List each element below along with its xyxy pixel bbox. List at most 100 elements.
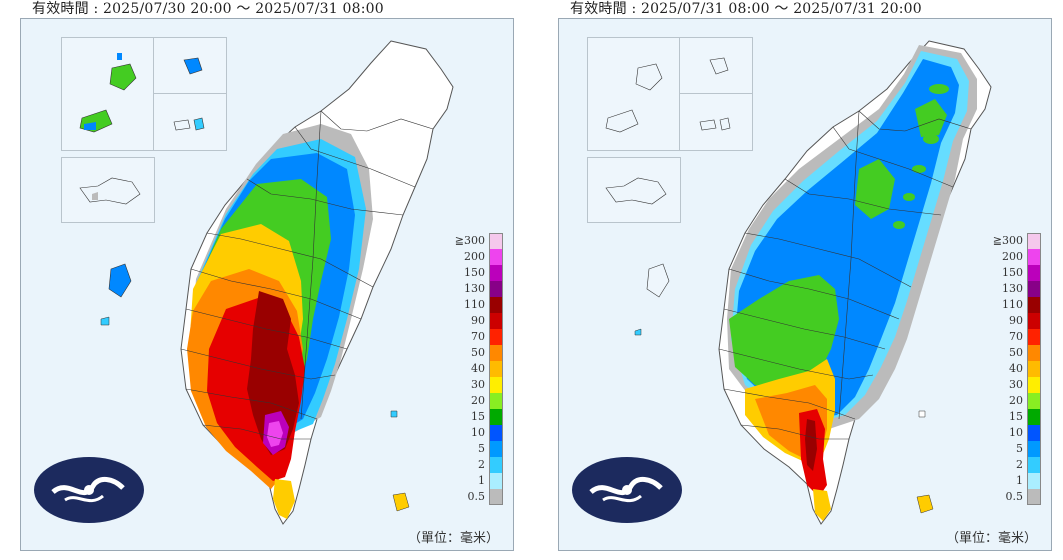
inset-matsu-north bbox=[679, 37, 753, 95]
legend-row: ≧300 bbox=[963, 233, 1041, 249]
rain-band-200mm bbox=[267, 421, 283, 447]
legend-swatch bbox=[489, 233, 503, 249]
legend-row: 150 bbox=[425, 265, 503, 281]
legend-row: 130 bbox=[963, 281, 1041, 297]
legend-swatch bbox=[1027, 281, 1041, 297]
legend-row: 20 bbox=[963, 393, 1041, 409]
legend-swatch bbox=[1027, 313, 1041, 329]
legend-swatch bbox=[489, 361, 503, 377]
legend-row: 0.5 bbox=[425, 489, 503, 505]
inset-kinmen bbox=[587, 37, 681, 151]
inset-dongsha bbox=[61, 157, 155, 223]
rain-band-south-tip bbox=[813, 489, 831, 521]
legend-swatch bbox=[1027, 473, 1041, 489]
matsu-north-map bbox=[709, 57, 729, 75]
penghu-islet bbox=[100, 316, 110, 326]
county-boundaries bbox=[180, 110, 434, 440]
legend-row: 200 bbox=[963, 249, 1041, 265]
legend-swatch bbox=[489, 377, 503, 393]
legend-row: 130 bbox=[425, 281, 503, 297]
legend-swatch bbox=[1027, 393, 1041, 409]
legend-swatch bbox=[489, 281, 503, 297]
legend-swatch bbox=[1027, 297, 1041, 313]
legend-swatch bbox=[1027, 249, 1041, 265]
rainfall-legend: ≧300 200 150 130 110 90 70 50 40 30 20 1… bbox=[425, 233, 503, 505]
legend-row: 15 bbox=[963, 409, 1041, 425]
cloud-logo-icon bbox=[572, 457, 682, 523]
rain-band-south-tip bbox=[273, 479, 295, 519]
legend-row: 0.5 bbox=[963, 489, 1041, 505]
matsu-south-map bbox=[699, 117, 731, 131]
legend-row: 90 bbox=[963, 313, 1041, 329]
legend-row: 110 bbox=[963, 297, 1041, 313]
green-island bbox=[390, 410, 398, 418]
rain-band-110mm bbox=[247, 291, 299, 455]
legend-row: 110 bbox=[425, 297, 503, 313]
legend-swatch bbox=[489, 425, 503, 441]
legend-swatch bbox=[489, 393, 503, 409]
legend-row: 2 bbox=[963, 457, 1041, 473]
legend-row: 30 bbox=[425, 377, 503, 393]
kinmen-map bbox=[79, 53, 137, 133]
legend-row: 90 bbox=[425, 313, 503, 329]
cloud-logo-icon bbox=[34, 457, 144, 523]
matsu-north-map bbox=[183, 57, 203, 75]
legend-swatch bbox=[489, 489, 503, 505]
penghu-islands bbox=[108, 263, 132, 298]
legend-swatch bbox=[1027, 265, 1041, 281]
legend-row: 5 bbox=[963, 441, 1041, 457]
legend-swatch bbox=[489, 313, 503, 329]
legend-row: 70 bbox=[963, 329, 1041, 345]
legend-swatch bbox=[489, 249, 503, 265]
rain-band-15mm-northeast bbox=[915, 99, 947, 137]
legend-swatch bbox=[489, 329, 503, 345]
rainfall-legend: ≧300 200 150 130 110 90 70 50 40 30 20 1… bbox=[963, 233, 1041, 505]
legend-swatch bbox=[489, 473, 503, 489]
legend-row: ≧300 bbox=[425, 233, 503, 249]
legend-swatch bbox=[1027, 489, 1041, 505]
legend-row: 40 bbox=[425, 361, 503, 377]
legend-swatch bbox=[489, 409, 503, 425]
legend-row: 50 bbox=[425, 345, 503, 361]
legend-swatch bbox=[1027, 361, 1041, 377]
legend-swatch bbox=[1027, 233, 1041, 249]
inset-matsu-south bbox=[153, 93, 227, 151]
legend-row: 10 bbox=[963, 425, 1041, 441]
matsu-south-map bbox=[173, 117, 205, 131]
orchid-island bbox=[392, 492, 410, 512]
legend-row: 15 bbox=[425, 409, 503, 425]
legend-row: 2 bbox=[425, 457, 503, 473]
legend-row: 40 bbox=[963, 361, 1041, 377]
valid-time-label: 有效時間 : 2025/07/31 08:00 ～ 2025/07/31 20:… bbox=[570, 1, 922, 17]
cwa-logo bbox=[33, 456, 145, 528]
rain-band-15mm-north bbox=[855, 159, 895, 219]
rainfall-map-panel-2: 有效時間 : 2025/07/31 08:00 ～ 2025/07/31 20:… bbox=[548, 0, 1053, 560]
legend-row: 200 bbox=[425, 249, 503, 265]
cwa-logo bbox=[571, 456, 683, 528]
kinmen-map bbox=[605, 63, 663, 133]
valid-time-label: 有效時間 : 2025/07/30 20:00 ～ 2025/07/31 08:… bbox=[32, 1, 384, 17]
legend-row: 10 bbox=[425, 425, 503, 441]
inset-matsu-south bbox=[679, 93, 753, 151]
legend-swatch bbox=[1027, 409, 1041, 425]
county-boundaries bbox=[718, 110, 972, 440]
legend-row: 20 bbox=[425, 393, 503, 409]
penghu-islands bbox=[646, 263, 670, 298]
legend-row: 30 bbox=[963, 377, 1041, 393]
legend-swatch bbox=[1027, 457, 1041, 473]
legend-swatch bbox=[1027, 441, 1041, 457]
unit-label: （單位：毫米） bbox=[407, 531, 499, 546]
legend-swatch bbox=[1027, 377, 1041, 393]
inset-matsu-north bbox=[153, 37, 227, 95]
dongsha-map bbox=[79, 177, 141, 205]
legend-swatch bbox=[1027, 425, 1041, 441]
unit-label: （單位：毫米） bbox=[945, 531, 1037, 546]
legend-swatch bbox=[489, 457, 503, 473]
inset-dongsha bbox=[587, 157, 681, 223]
legend-row: 70 bbox=[425, 329, 503, 345]
legend-swatch bbox=[1027, 345, 1041, 361]
taiwan-rainfall-map bbox=[634, 40, 992, 525]
map-frame: ≧300 200 150 130 110 90 70 50 40 30 20 1… bbox=[20, 18, 514, 551]
legend-row: 1 bbox=[963, 473, 1041, 489]
legend-swatch bbox=[489, 297, 503, 313]
